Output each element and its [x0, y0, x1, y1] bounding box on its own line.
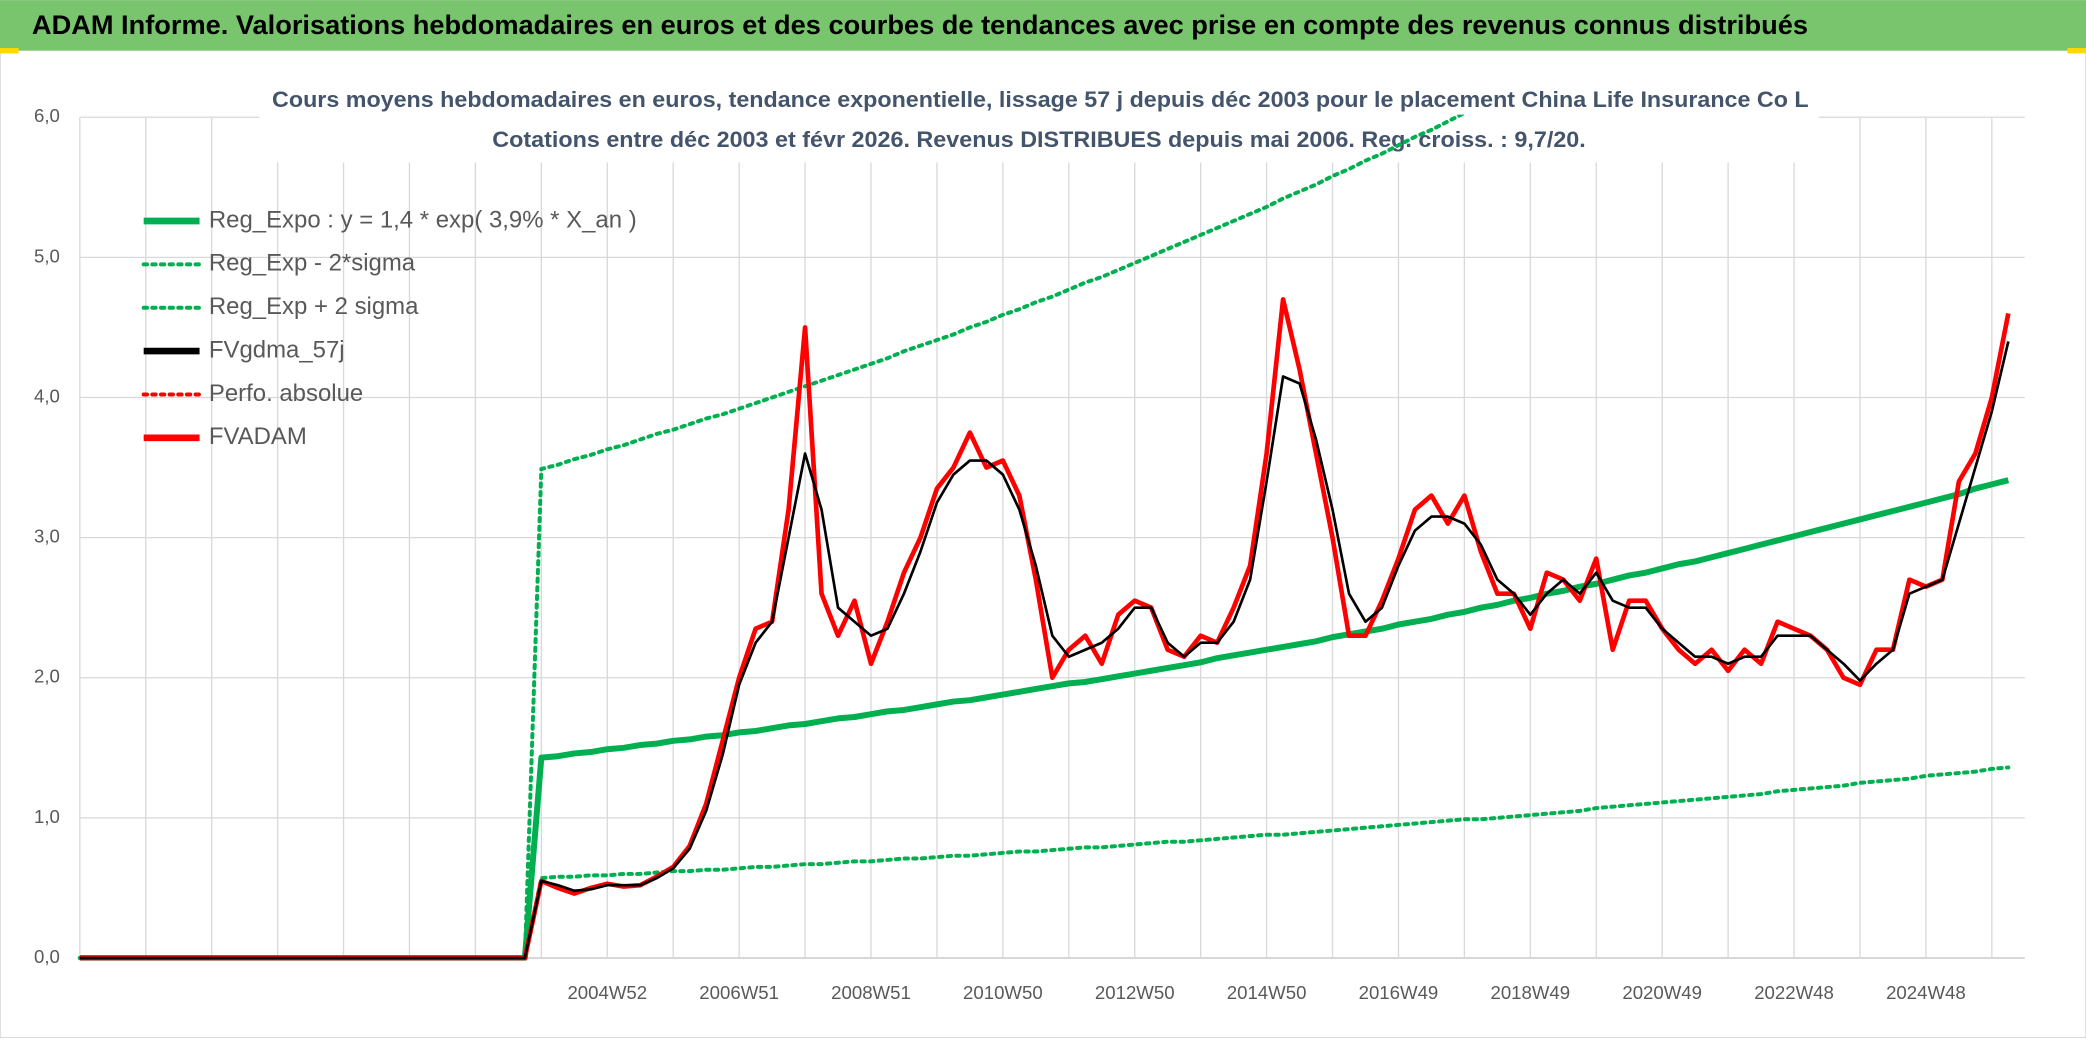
chart-subtitle: Cotations entre déc 2003 et févr 2026. R…: [492, 127, 1586, 152]
legend-label: Reg_Exp + 2 sigma: [209, 293, 419, 320]
x-tick-label: 2008W51: [831, 982, 911, 1003]
chart-title: Cours moyens hebdomadaires en euros, ten…: [272, 87, 1809, 112]
y-tick-label: 2,0: [34, 666, 60, 687]
x-tick-label: 2020W49: [1622, 982, 1702, 1003]
x-tick-label: 2024W48: [1886, 982, 1966, 1003]
y-tick-label: 0,0: [34, 946, 60, 967]
x-tick-label: 2018W49: [1490, 982, 1570, 1003]
corner: [0, 48, 19, 54]
y-tick-label: 6,0: [34, 105, 60, 126]
title-background: [259, 82, 1819, 163]
x-tick-label: 2016W49: [1359, 982, 1439, 1003]
y-tick-label: 4,0: [34, 385, 60, 406]
x-tick-label: 2010W50: [963, 982, 1043, 1003]
banner: [0, 0, 2086, 51]
series-line: [79, 341, 2010, 960]
y-tick-label: 5,0: [34, 245, 60, 266]
page-title: ADAM Informe. Valorisations hebdomadaire…: [32, 10, 1808, 40]
x-tick-label: 2014W50: [1227, 982, 1307, 1003]
legend-label: FVADAM: [209, 423, 307, 450]
y-tick-label: 3,0: [34, 526, 60, 547]
x-tick-label: 2004W52: [567, 982, 647, 1003]
y-tick-label: 1,0: [34, 806, 60, 827]
legend-label: Perfo. absolue: [209, 380, 363, 407]
legend-label: FVgdma_57j: [209, 336, 345, 363]
x-tick-label: 2006W51: [699, 982, 779, 1003]
x-tick-label: 2012W50: [1095, 982, 1175, 1003]
legend-label: Reg_Expo : y = 1,4 * exp( 3,9% * X_an ): [209, 206, 637, 233]
corner: [2067, 48, 2086, 54]
x-tick-label: 2022W48: [1754, 982, 1834, 1003]
legend-label: Reg_Exp - 2*sigma: [209, 250, 416, 277]
